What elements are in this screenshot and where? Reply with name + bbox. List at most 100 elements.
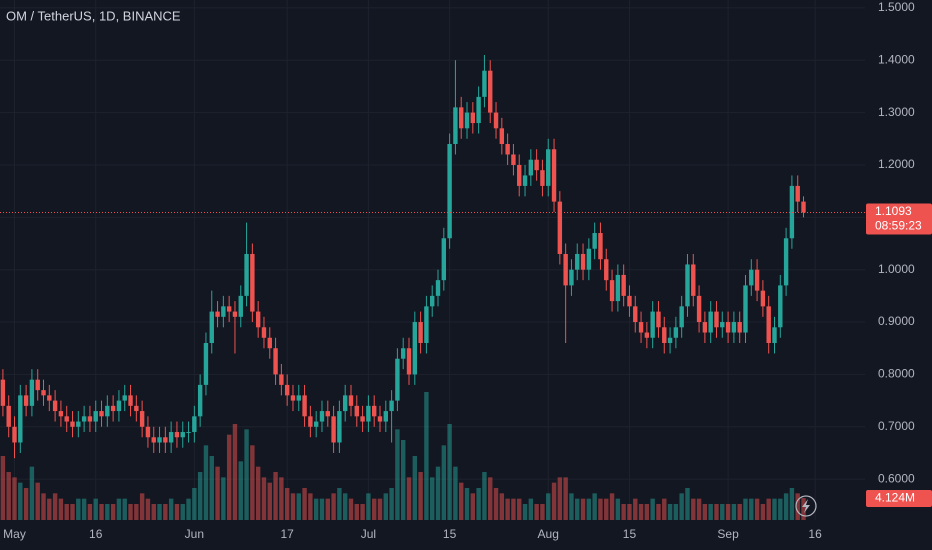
candle-body	[789, 185, 795, 239]
volume-bar	[29, 466, 35, 520]
candle-body	[354, 405, 359, 417]
volume-bar	[401, 440, 406, 520]
candle-body	[261, 327, 267, 338]
candle-body	[366, 405, 371, 422]
volume-bar	[35, 482, 40, 520]
y-tick-label: 1.3000	[878, 105, 915, 119]
y-tick-label: 0.6000	[878, 471, 915, 485]
volume-bar	[250, 445, 255, 520]
volume-bar	[580, 498, 586, 520]
volume-bar	[586, 498, 592, 520]
candle-body	[128, 395, 133, 406]
candle-body	[592, 233, 597, 249]
volume-bar	[540, 504, 545, 520]
volume-bar	[238, 461, 243, 520]
candle-body	[528, 159, 534, 176]
volume-bar	[226, 434, 232, 520]
candle-body	[58, 411, 64, 417]
candle-body	[296, 395, 301, 401]
candle-body	[505, 144, 510, 155]
candle-body	[302, 395, 307, 417]
volume-bar	[609, 493, 615, 520]
candle-body	[772, 327, 777, 344]
y-tick-label: 1.0000	[878, 262, 915, 276]
volume-bar	[197, 472, 203, 520]
candle-body	[783, 238, 789, 286]
volume-bar	[488, 477, 493, 520]
volume-bar	[685, 488, 690, 520]
candle-body	[186, 432, 191, 434]
candle-body	[168, 432, 174, 443]
volume-bar	[284, 488, 290, 520]
volume-bar	[308, 493, 313, 520]
candle-body	[760, 290, 766, 307]
volume-bar	[174, 504, 180, 520]
candle-body	[720, 322, 725, 328]
icon-circle[interactable]	[795, 495, 817, 517]
candle-body	[714, 311, 719, 328]
volume-bar	[482, 472, 487, 520]
candle-body	[12, 426, 17, 443]
candle-body	[488, 70, 493, 113]
volume-bar	[656, 504, 661, 520]
candle-body	[41, 390, 46, 396]
x-tick-label: 16	[89, 527, 103, 541]
volume-bar	[789, 488, 795, 520]
candle-body	[308, 416, 313, 427]
candle-body	[383, 411, 388, 422]
volume-bar	[122, 498, 127, 520]
candle-body	[418, 322, 423, 344]
last-price-box	[866, 203, 932, 235]
volume-bar	[41, 493, 46, 520]
volume-bar	[12, 477, 17, 520]
candle-body	[569, 269, 574, 286]
volume-bar	[244, 429, 249, 520]
volume-bar	[650, 498, 655, 520]
candle-body	[255, 311, 261, 328]
volume-bar	[493, 488, 499, 520]
volume-bar	[354, 504, 359, 520]
volume-bar	[331, 493, 336, 520]
volume-bar	[476, 488, 481, 520]
volume-bar	[110, 504, 116, 520]
volume-bar	[778, 498, 783, 520]
volume-bar	[528, 498, 534, 520]
candle-body	[580, 253, 586, 270]
volume-bar	[261, 477, 267, 520]
candle-body	[546, 149, 551, 186]
volume-bar	[180, 504, 185, 520]
volume-bar	[447, 424, 452, 520]
candle-body	[180, 432, 185, 438]
candle-body	[221, 306, 226, 317]
volume-bar	[598, 498, 603, 520]
volume-bar	[708, 504, 713, 520]
candle-body	[522, 175, 528, 186]
volume-bar	[0, 456, 6, 520]
candle-body	[459, 107, 464, 129]
candle-body	[725, 322, 731, 333]
volume-bar	[424, 392, 429, 520]
volume-bar	[743, 498, 748, 520]
candle-body	[134, 405, 139, 412]
volume-bar	[418, 472, 423, 520]
volume-bar	[215, 466, 220, 520]
candle-body	[93, 411, 98, 422]
candle-body	[226, 306, 232, 312]
y-tick-label: 1.4000	[878, 52, 915, 66]
candle-body	[563, 253, 568, 286]
volume-bar	[383, 493, 388, 520]
volume-bar	[325, 498, 330, 520]
x-tick-label: Jul	[361, 527, 376, 541]
replay-icon[interactable]	[795, 495, 817, 517]
candle-body	[702, 322, 708, 333]
candle-body	[151, 437, 156, 443]
candle-body	[18, 395, 23, 443]
icon-bolt[interactable]	[802, 499, 810, 513]
volume-bar	[134, 504, 139, 520]
x-tick-label: May	[3, 527, 26, 541]
candle-body	[209, 311, 214, 344]
candle-body	[644, 332, 650, 338]
candle-body	[87, 416, 93, 422]
candle-body	[6, 405, 11, 427]
volume-bar	[395, 429, 400, 520]
